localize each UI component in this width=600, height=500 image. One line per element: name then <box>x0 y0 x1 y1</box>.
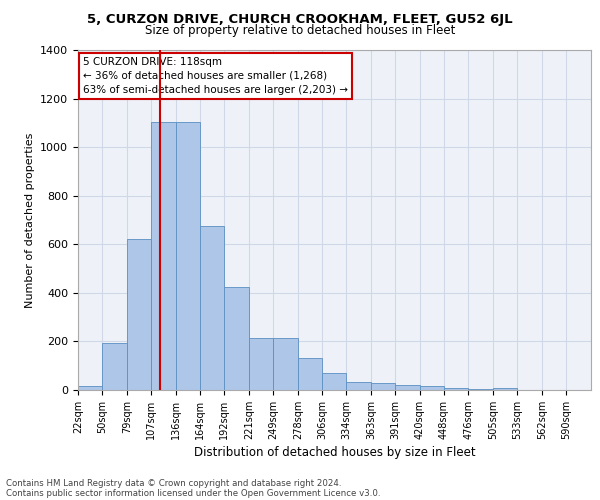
Text: Contains public sector information licensed under the Open Government Licence v3: Contains public sector information licen… <box>6 488 380 498</box>
Text: Contains HM Land Registry data © Crown copyright and database right 2024.: Contains HM Land Registry data © Crown c… <box>6 478 341 488</box>
Bar <box>176 122 200 390</box>
X-axis label: Distribution of detached houses by size in Fleet: Distribution of detached houses by size … <box>194 446 475 459</box>
Bar <box>78 386 102 390</box>
Bar <box>200 226 224 390</box>
Y-axis label: Number of detached properties: Number of detached properties <box>25 132 35 308</box>
Bar <box>298 358 322 390</box>
Bar <box>274 338 298 390</box>
Text: Size of property relative to detached houses in Fleet: Size of property relative to detached ho… <box>145 24 455 37</box>
Bar <box>103 342 127 390</box>
Text: 5 CURZON DRIVE: 118sqm
← 36% of detached houses are smaller (1,268)
63% of semi-: 5 CURZON DRIVE: 118sqm ← 36% of detached… <box>83 57 348 95</box>
Bar <box>346 382 371 390</box>
Bar <box>371 382 395 390</box>
Bar <box>249 338 273 390</box>
Text: 5, CURZON DRIVE, CHURCH CROOKHAM, FLEET, GU52 6JL: 5, CURZON DRIVE, CHURCH CROOKHAM, FLEET,… <box>87 12 513 26</box>
Bar <box>224 287 249 390</box>
Bar <box>322 373 346 390</box>
Bar <box>420 386 444 390</box>
Bar <box>127 240 151 390</box>
Bar <box>469 389 493 390</box>
Bar <box>445 388 468 390</box>
Bar <box>493 388 517 390</box>
Bar <box>395 385 420 390</box>
Bar <box>151 122 176 390</box>
